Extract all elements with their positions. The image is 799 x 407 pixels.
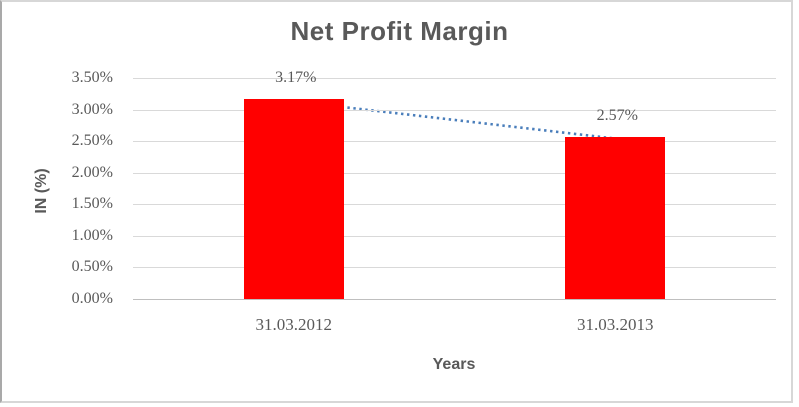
bar-31.03.2012 [243, 98, 344, 299]
data-label: 2.57% [596, 106, 638, 124]
gridline [133, 141, 776, 143]
gridline [133, 235, 776, 237]
y-tick-label: 0.50% [71, 258, 113, 276]
gridline [133, 78, 776, 79]
data-label: 3.17% [275, 68, 317, 86]
gridline [133, 267, 776, 269]
x-category-label: 31.03.2012 [255, 315, 333, 334]
y-tick-label: 0.00% [71, 290, 113, 307]
x-axis-line [133, 299, 776, 300]
x-category-label: 31.03.2013 [577, 315, 654, 334]
y-tick-label: 3.00% [71, 100, 113, 118]
chart-title: Net Profit Margin [290, 16, 509, 46]
bar-31.03.2013 [565, 136, 666, 299]
y-tick-label: 2.00% [71, 163, 113, 181]
y-tick-label: 2.50% [71, 132, 113, 150]
gridline [133, 172, 776, 174]
y-tick-label: 1.50% [71, 195, 113, 213]
y-tick-label: 3.50% [71, 69, 113, 86]
gridline [133, 109, 776, 111]
y-tick-label: 1.00% [71, 226, 113, 244]
x-axis-title: Years [432, 356, 476, 373]
gridline [133, 204, 776, 206]
